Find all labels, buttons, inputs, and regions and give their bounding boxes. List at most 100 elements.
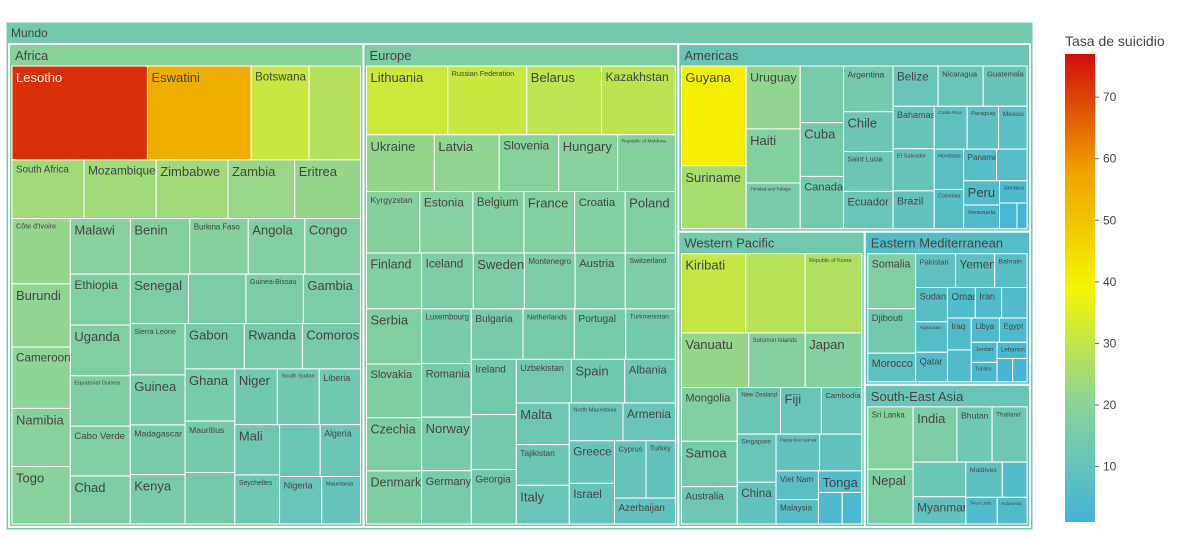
- country-tile-sao-tome-and-principe[interactable]: [279, 424, 321, 477]
- country-tile-suriname[interactable]: [680, 165, 747, 230]
- country-tile-namibia[interactable]: [11, 407, 71, 468]
- country-tile-brunei-darussalam[interactable]: [817, 491, 843, 525]
- country-tile-slovenia[interactable]: [498, 134, 560, 193]
- country-tile-egypt[interactable]: [998, 317, 1028, 343]
- country-tile-chad[interactable]: [69, 475, 131, 525]
- country-tile-netherlands[interactable]: [522, 308, 575, 360]
- country-tile-united-states-of-america[interactable]: [799, 65, 845, 124]
- country-tile-mauritania[interactable]: [321, 475, 362, 525]
- country-tile-guinea-bissau[interactable]: [245, 273, 304, 325]
- country-tile-angola[interactable]: [247, 218, 306, 275]
- country-tile-republic-of-korea[interactable]: [804, 253, 863, 334]
- country-tile-sudan[interactable]: [915, 286, 948, 323]
- country-tile-brazil[interactable]: [892, 190, 935, 230]
- country-tile-bulgaria[interactable]: [470, 308, 524, 360]
- country-tile-madagascar[interactable]: [129, 424, 186, 476]
- country-tile-slovakia[interactable]: [366, 363, 423, 419]
- country-tile-indonesia[interactable]: [996, 496, 1028, 525]
- country-tile-micronesia-federated-states-of[interactable]: [745, 253, 806, 334]
- country-tile-burkina-faso[interactable]: [189, 218, 249, 275]
- country-tile-grenada[interactable]: [999, 202, 1018, 230]
- country-tile-thailand[interactable]: [991, 406, 1028, 463]
- country-tile-myanmar[interactable]: [912, 496, 967, 525]
- country-tile-bosnia-and-herzegovina[interactable]: [470, 414, 517, 471]
- country-tile-venezuela[interactable]: [963, 204, 1001, 230]
- country-tile-south-africa[interactable]: [11, 159, 85, 220]
- country-tile-australia[interactable]: [680, 486, 738, 525]
- country-tile-luxembourg[interactable]: [421, 308, 472, 365]
- country-tile-armenia[interactable]: [622, 402, 676, 442]
- country-tile-belize[interactable]: [892, 65, 939, 107]
- country-tile-georgia[interactable]: [470, 469, 517, 525]
- country-tile-canada[interactable]: [799, 175, 845, 230]
- country-tile-united-arab-emirates[interactable]: [946, 349, 972, 383]
- country-tile-kyrgyzstan[interactable]: [366, 191, 421, 254]
- country-tile-nepal[interactable]: [867, 468, 914, 525]
- country-tile-seychelles[interactable]: [234, 474, 281, 525]
- country-tile-timor-leste[interactable]: [965, 496, 998, 525]
- country-tile-algeria[interactable]: [319, 424, 362, 477]
- country-tile-viet-nam[interactable]: [775, 470, 819, 501]
- country-tile-chile[interactable]: [843, 111, 894, 153]
- country-tile-zimbabwe[interactable]: [155, 159, 229, 220]
- country-tile-romania[interactable]: [421, 363, 472, 418]
- country-tile-honduras[interactable]: [933, 148, 965, 190]
- country-tile-fiji[interactable]: [780, 387, 822, 435]
- country-tile-uruguay[interactable]: [745, 65, 801, 130]
- country-tile-italy[interactable]: [515, 484, 570, 525]
- country-tile-republic-of-moldova[interactable]: [617, 134, 676, 193]
- country-tile-uzbekistan[interactable]: [515, 358, 572, 404]
- country-tile-bhutan[interactable]: [956, 406, 993, 463]
- country-tile-israel[interactable]: [568, 482, 616, 525]
- country-tile-bahamas[interactable]: [892, 105, 935, 150]
- country-tile-gambia[interactable]: [302, 273, 362, 325]
- country-tile-ukraine[interactable]: [366, 134, 435, 193]
- country-tile-japan[interactable]: [804, 332, 863, 389]
- country-tile-denmark[interactable]: [366, 470, 423, 525]
- country-tile-montenegro[interactable]: [523, 252, 576, 310]
- country-tile-burundi[interactable]: [11, 283, 71, 348]
- country-tile-bangladesh[interactable]: [1001, 461, 1028, 498]
- country-tile-haiti[interactable]: [745, 128, 801, 184]
- country-tile-mauritius[interactable]: [184, 420, 236, 474]
- country-tile-united-republic-of-tanzania[interactable]: [184, 472, 236, 525]
- country-tile-eritrea[interactable]: [294, 159, 362, 220]
- country-tile-kazakhstan[interactable]: [600, 65, 676, 136]
- country-tile-equatorial-guinea[interactable]: [69, 375, 131, 427]
- country-tile-solomon-islands[interactable]: [748, 332, 806, 389]
- country-tile-poland[interactable]: [624, 191, 676, 254]
- country-tile-kiribati[interactable]: [680, 253, 747, 334]
- country-tile-france[interactable]: [523, 191, 576, 254]
- country-tile-democratic-republic-of-the-congo[interactable]: [187, 273, 247, 325]
- country-tile-philippines[interactable]: [841, 491, 863, 525]
- country-tile-ethiopia[interactable]: [69, 273, 131, 326]
- country-tile-ghana[interactable]: [184, 368, 236, 422]
- country-tile-malta[interactable]: [515, 402, 570, 446]
- country-tile-lithuania[interactable]: [366, 65, 449, 136]
- country-tile-norway[interactable]: [421, 416, 472, 472]
- country-tile-liberia[interactable]: [318, 368, 362, 426]
- country-tile-south-sudan[interactable]: [276, 368, 320, 426]
- country-tile-china[interactable]: [736, 481, 777, 525]
- country-tile-albania[interactable]: [624, 358, 676, 404]
- country-tile-india[interactable]: [912, 406, 958, 463]
- country-tile-belarus[interactable]: [526, 65, 602, 136]
- country-tile-somalia[interactable]: [867, 253, 917, 310]
- country-tile-jamaica[interactable]: [999, 180, 1028, 204]
- country-tile-saudi-arabia[interactable]: [1001, 286, 1028, 319]
- country-tile-democratic-people-s-republic-of-korea[interactable]: [912, 461, 967, 498]
- country-tile-vanuatu[interactable]: [680, 332, 750, 389]
- country-tile-benin[interactable]: [129, 218, 191, 275]
- country-tile-turkmenistan[interactable]: [625, 308, 676, 360]
- country-tile-congo[interactable]: [304, 218, 362, 275]
- country-tile-azerbaijan[interactable]: [614, 497, 676, 525]
- country-tile-samoa[interactable]: [680, 440, 738, 488]
- country-tile-nicaragua[interactable]: [937, 65, 984, 107]
- country-tile-lesotho[interactable]: [11, 65, 148, 161]
- country-tile-spain[interactable]: [570, 358, 626, 404]
- country-tile-sri-lanka[interactable]: [867, 406, 914, 470]
- country-tile-lao-people-s-democratic-republic[interactable]: [819, 433, 863, 472]
- country-tile-mexico[interactable]: [998, 105, 1028, 150]
- country-tile-malawi[interactable]: [69, 218, 131, 275]
- country-tile-hungary[interactable]: [558, 134, 619, 193]
